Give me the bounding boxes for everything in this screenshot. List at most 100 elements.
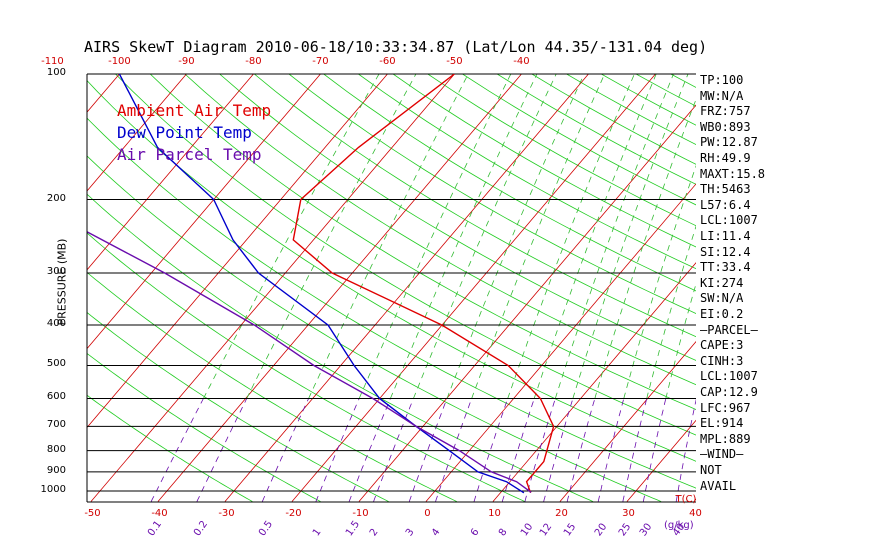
dry-adiabat-line: [115, 74, 696, 436]
stability-index-item: EI:0.2: [700, 307, 744, 321]
stability-index-item: —PARCEL—: [700, 322, 758, 337]
pressure-tick-label: 900: [46, 464, 66, 476]
mixing-ratio-line: [358, 74, 512, 399]
stability-index-item: L57:6.4: [700, 197, 751, 212]
dry-adiabat-line: [323, 74, 696, 292]
stability-index-item: TP:100: [700, 73, 744, 87]
mixing-ratio-line: [623, 164, 696, 399]
stability-index-item: KI:274: [700, 275, 744, 290]
mixing-ratio-line: [408, 398, 448, 502]
stability-index-item: —WIND—: [700, 447, 744, 462]
top-temp-tick-label: -100: [108, 56, 131, 67]
stability-index-item: SW:N/A: [700, 291, 744, 306]
mixing-ratio-line: [675, 398, 696, 502]
stability-index-item: MW:N/A: [700, 88, 744, 103]
isotherm-line: [87, 74, 388, 429]
mixing-ratio-unit-label: (g/kg): [664, 520, 694, 531]
isotherm-line: [291, 74, 656, 502]
stability-index-item: CAP:12.9: [700, 385, 758, 399]
isotherm-line: [157, 74, 522, 502]
stability-index-item: CAPE:3: [700, 338, 744, 353]
pressure-tick-label: 100: [46, 67, 66, 78]
mixing-ratio-line: [572, 74, 689, 399]
dry-adiabat-line: [358, 74, 696, 270]
dry-adiabat-line: [462, 74, 696, 206]
pressure-tick-label: 600: [46, 391, 66, 403]
mixing-ratio-line: [446, 74, 585, 399]
dry-adiabat-line: [87, 155, 662, 502]
mixing-ratio-line: [642, 398, 667, 502]
stability-index-item: SI:12.4: [700, 244, 751, 259]
stability-index-item: LFC:967: [700, 400, 751, 415]
dry-adiabat-line: [775, 74, 870, 502]
dry-adiabat-line: [392, 74, 696, 248]
mixing-ratio-line: [390, 74, 538, 399]
stability-index-item: MAXT:15.8: [700, 166, 766, 181]
bottom-temp-tick-label: 0: [424, 508, 431, 519]
top-temp-tick-label: -90: [178, 56, 195, 67]
mixing-ratio-line: [308, 74, 469, 399]
stability-index-item: CINH:3: [700, 353, 744, 368]
bottom-temp-tick-label: -10: [352, 508, 369, 519]
legend-air-parcel-temp: Air Parcel Temp: [117, 145, 262, 164]
dry-adiabat-line: [149, 74, 696, 410]
top-temp-tick-label: -70: [312, 56, 329, 67]
mixing-ratio-line: [566, 398, 596, 502]
air-parcel-temp-line: [87, 231, 532, 493]
pressure-tick-label: 300: [46, 265, 66, 277]
stability-index-item: TH:5463: [700, 182, 751, 197]
mixing-ratio-line: [435, 398, 473, 502]
mixing-ratio-line: [597, 398, 625, 502]
pressure-tick-label: 400: [46, 318, 66, 330]
isotherm-line: [90, 74, 455, 502]
dry-adiabat-line: [184, 74, 696, 386]
x-axis-label: T(C): [675, 494, 697, 505]
isobar-lines: [87, 73, 696, 492]
sounding-series: [87, 74, 555, 494]
bottom-temp-tick-label: -50: [84, 508, 101, 519]
mixing-ratio-line: [348, 398, 391, 502]
dry-adiabat-line: [288, 74, 696, 314]
top-temp-tick-label: -110: [41, 56, 64, 67]
mixing-ratio-line: [533, 74, 657, 399]
bottom-temp-tick-label: -40: [151, 508, 168, 519]
stability-index-item: PW:12.87: [700, 135, 758, 150]
mixing-ratio-line: [413, 74, 557, 399]
stability-index-item: LCL:1007: [700, 213, 758, 228]
dry-adiabat-line: [219, 74, 696, 361]
isotherm-line: [0, 65, 60, 502]
bottom-temp-tick-label: 30: [622, 508, 635, 519]
isotherm-line: [828, 65, 870, 502]
mixing-ratio-line: [473, 398, 509, 502]
isotherm-line: [492, 262, 696, 502]
mixing-ratio-line: [665, 282, 696, 399]
pressure-tick-label: 800: [46, 443, 66, 455]
pressure-tick-label: 1000: [40, 484, 66, 495]
mixing-ratio-line: [646, 225, 696, 399]
pressure-tick-label: 200: [46, 192, 66, 204]
top-temp-tick-label: -60: [379, 56, 396, 67]
stability-index-item: FRZ:757: [700, 104, 751, 119]
pressure-tick-label: 500: [46, 358, 66, 370]
isotherm-line: [559, 340, 696, 502]
stability-index-item: WB0:893: [700, 119, 751, 134]
legend-ambient-air-temp: Ambient Air Temp: [117, 101, 272, 120]
mixing-ratio-line: [150, 398, 204, 502]
mixing-ratio-line: [196, 398, 248, 502]
mixing-ratio-line: [554, 74, 674, 399]
y-axis-label: PRESSURE (MB): [55, 238, 69, 326]
pressure-tick-label: 700: [46, 419, 66, 431]
stability-index-item: RH:49.9: [700, 151, 751, 165]
stability-index-item: NOT: [700, 463, 722, 477]
mixing-ratio-line: [501, 398, 535, 502]
stability-index-item: LI:11.4: [700, 229, 751, 243]
ambient-air-temp-line: [292, 74, 555, 494]
isotherm-line: [87, 74, 254, 271]
stability-index-item: TT:33.4: [700, 260, 751, 275]
legend-dew-point-temp: Dew Point Temp: [117, 123, 252, 142]
top-temp-tick-label: -50: [446, 56, 463, 67]
mixing-ratio-line: [373, 398, 414, 502]
dry-adiabat-line: [254, 74, 696, 338]
mixing-ratio-line: [622, 398, 648, 502]
